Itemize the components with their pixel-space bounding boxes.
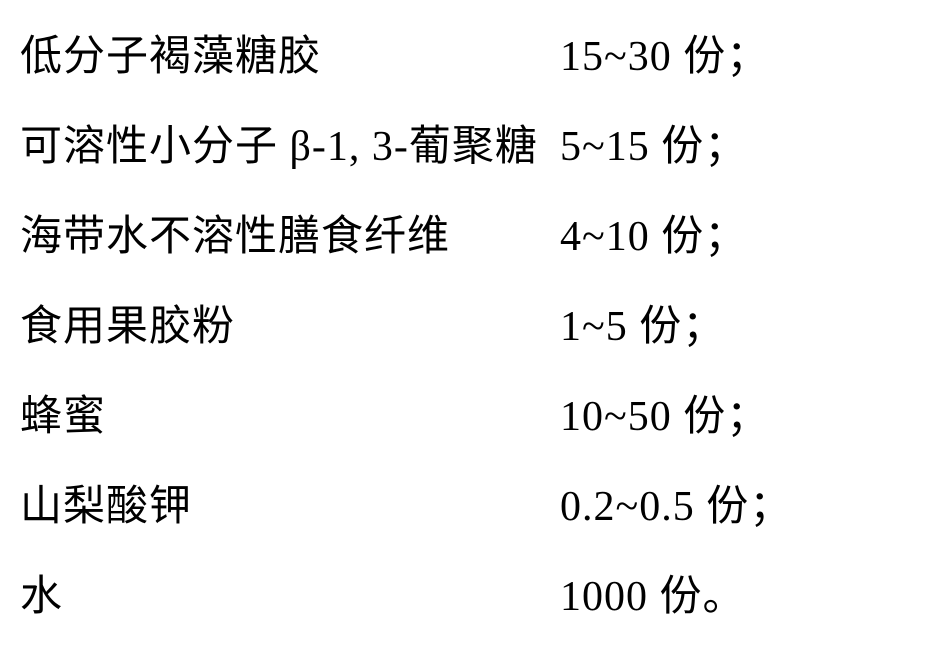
ingredient-name: 蜂蜜: [20, 372, 560, 462]
ingredient-amount: 5~15 份；: [560, 102, 747, 192]
ingredient-name: 水: [20, 552, 560, 642]
table-row: 山梨酸钾 0.2~0.5 份；: [20, 462, 928, 552]
ingredient-name: 食用果胶粉: [20, 282, 560, 372]
ingredient-amount: 15~30 份；: [560, 12, 769, 102]
ingredient-amount: 1~5 份；: [560, 282, 725, 372]
ingredient-name: 山梨酸钾: [20, 462, 560, 552]
ingredient-name: 海带水不溶性膳食纤维: [20, 192, 560, 282]
table-row: 蜂蜜 10~50 份；: [20, 372, 928, 462]
ingredient-name: 低分子褐藻糖胶: [20, 12, 560, 102]
table-row: 食用果胶粉 1~5 份；: [20, 282, 928, 372]
ingredient-amount: 1000 份。: [560, 552, 746, 642]
ingredient-amount: 0.2~0.5 份；: [560, 462, 792, 552]
table-row: 低分子褐藻糖胶 15~30 份；: [20, 12, 928, 102]
ingredient-amount: 4~10 份；: [560, 192, 747, 282]
table-row: 可溶性小分子 β-1, 3-葡聚糖 5~15 份；: [20, 102, 928, 192]
ingredients-list: 低分子褐藻糖胶 15~30 份； 可溶性小分子 β-1, 3-葡聚糖 5~15 …: [0, 0, 948, 655]
table-row: 海带水不溶性膳食纤维 4~10 份；: [20, 192, 928, 282]
table-row: 水 1000 份。: [20, 552, 928, 642]
ingredient-amount: 10~50 份；: [560, 372, 769, 462]
ingredient-name: 可溶性小分子 β-1, 3-葡聚糖: [20, 102, 560, 192]
